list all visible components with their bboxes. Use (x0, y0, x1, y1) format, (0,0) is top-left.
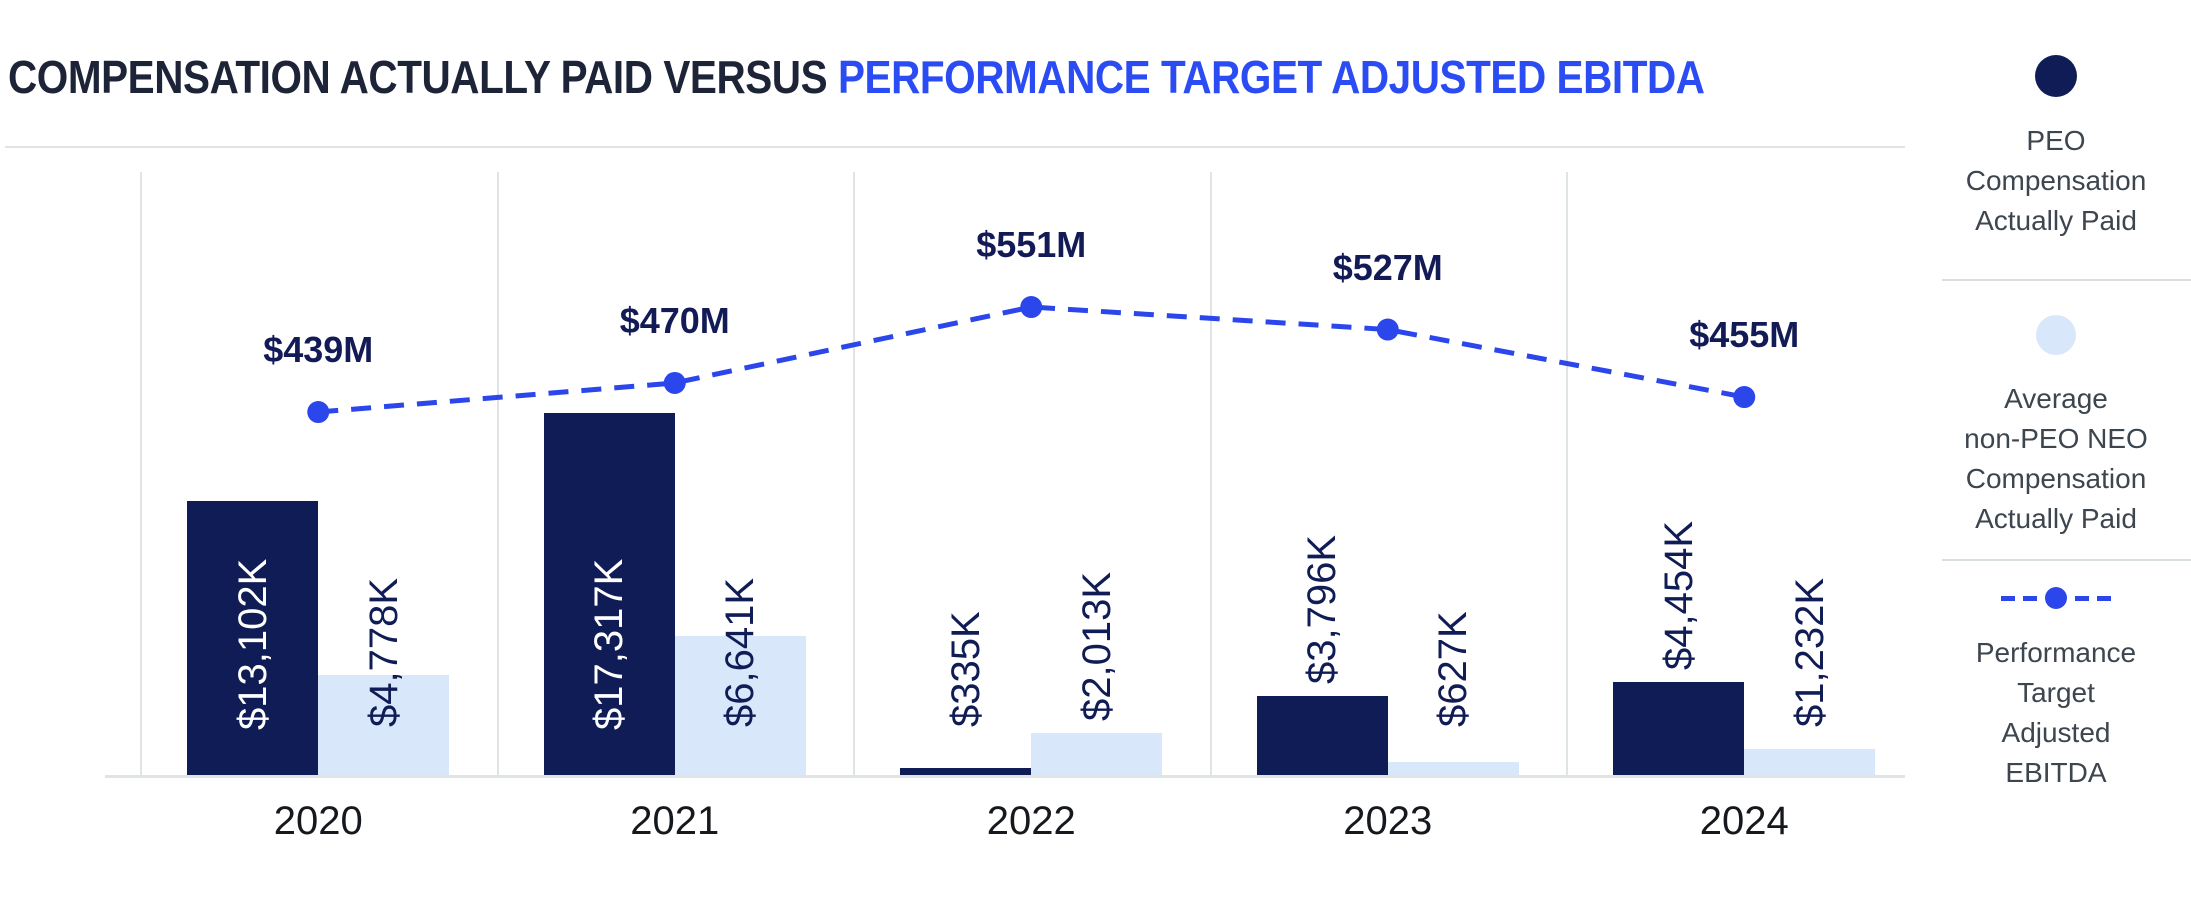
legend-line-dash (2001, 595, 2015, 601)
legend-label-line: Actually Paid (1975, 503, 2137, 534)
bar-value-label: $2,013K (1074, 571, 1119, 721)
bar-neo-2022 (1031, 733, 1163, 775)
x-tick-2023: 2023 (1343, 799, 1433, 843)
page-title: COMPENSATION ACTUALLY PAID VERSUS PERFOR… (8, 50, 1705, 104)
legend-label-line: Target (2017, 677, 2095, 708)
performance-dot-2024 (1733, 386, 1756, 409)
bar-peo-2022 (900, 768, 1032, 775)
legend-line-dash (2097, 595, 2111, 601)
bar-value-label: $335K (943, 611, 988, 727)
bar-peo-2024 (1613, 682, 1745, 775)
navy-circle-swatch-row (1921, 55, 2191, 97)
x-tick-2021: 2021 (630, 799, 720, 843)
performance-value-label-2022: $551M (976, 224, 1087, 266)
legend-label-line: Compensation (1965, 165, 2147, 196)
gridline-2024 (1566, 172, 1568, 775)
navy-circle-icon (2035, 55, 2077, 97)
x-tick-2024: 2024 (1699, 799, 1789, 843)
performance-value-label-2023: $527M (1332, 246, 1443, 288)
legend-label-line: Compensation (1965, 463, 2147, 494)
page-title-dark: COMPENSATION ACTUALLY PAID VERSUS (8, 51, 838, 103)
bar-value-label: $4,454K (1656, 520, 1701, 670)
legend-label-line: Actually Paid (1975, 205, 2137, 236)
legend-line-dash (2023, 595, 2037, 601)
x-tick-2022: 2022 (986, 799, 1076, 843)
performance-value-label-2020: $439M (263, 329, 374, 371)
performance-value-label-2024: $455M (1689, 314, 1800, 356)
bar-neo-2020 (318, 675, 450, 775)
legend-line-dash (2075, 595, 2089, 601)
legend-label: Average non-PEO NEO Compensation Actually P… (1921, 379, 2191, 539)
blue-dashed-line-dot-swatch-row (1921, 587, 2191, 609)
bar-value-label: $4,778K (361, 577, 406, 727)
performance-dot-2020 (307, 401, 330, 424)
bar-neo-2021 (674, 636, 806, 775)
gridline-2023 (1209, 172, 1212, 775)
legend-label-line: EBITDA (2005, 757, 2107, 788)
dashed-line-dot-icon (2001, 587, 2111, 609)
bar-value-label: $627K (1431, 611, 1476, 727)
bar-peo-2020 (187, 501, 319, 775)
performance-dot-2021 (663, 371, 686, 394)
legend-label-line: PEO (2026, 125, 2086, 156)
title-divider (5, 146, 1905, 148)
bar-value-label: $6,641K (718, 577, 763, 727)
legend-label-line: Performance (1975, 637, 2137, 668)
performance-dot-2022 (1020, 296, 1043, 319)
legend-item-1: PEO Compensation Actually Paid (1921, 55, 2191, 241)
bar-value-label: $3,796K (1300, 534, 1345, 684)
gridline-2020 (140, 172, 142, 775)
bar-neo-2023 (1387, 762, 1519, 775)
bar-neo-2024 (1744, 749, 1876, 775)
chart-legend: PEO Compensation Actually Paid Average non-P… (1921, 0, 2191, 901)
lightblue-circle-swatch-row (1921, 315, 2191, 355)
legend-item-3: Performance Target Adjusted EBITDA (1921, 587, 2191, 793)
performance-value-label-2021: $470M (619, 299, 730, 341)
bar-peo-2021 (543, 413, 675, 775)
bar-value-label: $17,317K (587, 558, 632, 730)
legend-label-line: Average (2004, 383, 2108, 414)
legend-label: PEO Compensation Actually Paid (1921, 121, 2191, 241)
bar-value-label: $1,232K (1787, 577, 1832, 727)
gridline-2022 (853, 172, 855, 775)
legend-label-line: Adjusted (2001, 717, 2111, 748)
performance-dashed-line (318, 304, 1745, 415)
x-tick-2020: 2020 (273, 799, 363, 843)
legend-label-line: non-PEO NEO (1964, 423, 2148, 454)
legend-divider-1 (1942, 279, 2191, 281)
page-title-blue: PERFORMANCE TARGET ADJUSTED EBITDA (837, 51, 1705, 103)
bar-peo-2023 (1256, 696, 1388, 775)
legend-label: Performance Target Adjusted EBITDA (1921, 633, 2191, 793)
legend-item-2: Average non-PEO NEO Compensation Actually P… (1921, 315, 2191, 539)
legend-divider-2 (1942, 559, 2191, 561)
x-axis-baseline (105, 775, 1905, 778)
legend-line-dot (2045, 587, 2067, 609)
gridline-2021 (496, 172, 499, 775)
performance-dot-2023 (1376, 318, 1399, 341)
bar-value-label: $13,102K (230, 558, 275, 730)
lightblue-circle-icon (2036, 315, 2076, 355)
